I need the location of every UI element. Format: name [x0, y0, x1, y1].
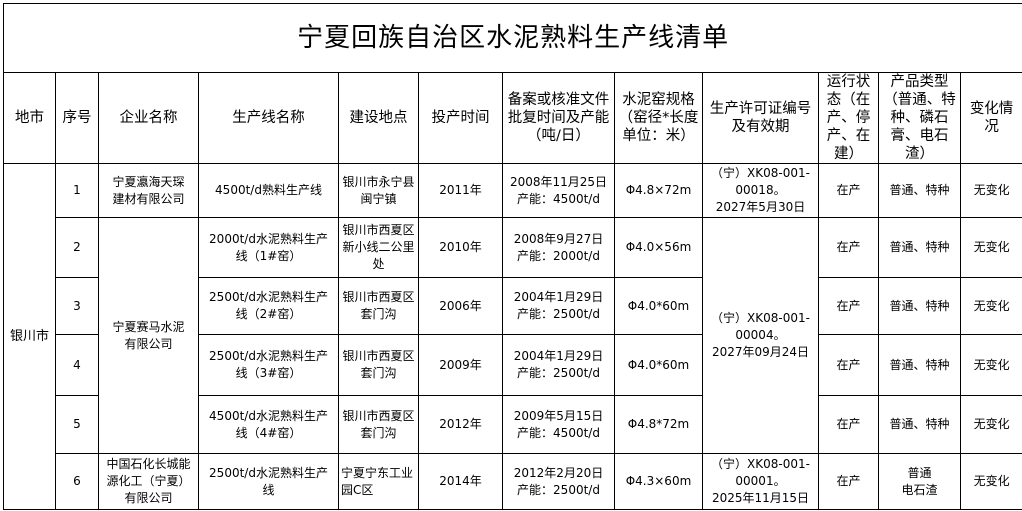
approval-cell: 2008年9月27日 产能：2000t/d [502, 217, 615, 278]
product-cell: 普通、特种 [878, 217, 961, 278]
header-cell: 地市 [3, 72, 56, 164]
year-cell: 2010年 [418, 217, 503, 278]
kiln-cell: Φ4.0×56m [614, 217, 703, 278]
kiln-cell: Φ4.0*60m [614, 277, 703, 335]
license-cell: （宁）XK08-001- 00001。 2025年11月15日 [702, 453, 819, 510]
line-cell: 2500t/d水泥熟料生产 线（2#窑） [198, 277, 339, 335]
year-cell: 2006年 [418, 277, 503, 335]
company-cell: 中国石化长城能 源化工（宁夏） 有限公司 [98, 453, 199, 510]
site-cell: 银川市永宁县 闽宁镇 [338, 163, 419, 218]
change-cell: 无变化 [959, 163, 1022, 218]
line-cell: 4500t/d熟料生产线 [198, 163, 339, 218]
line-cell: 4500t/d水泥熟料生产 线（4#窑） [198, 395, 339, 454]
change-cell: 无变化 [959, 334, 1022, 396]
approval-cell: 2009年5月15日 产能：4500t/d [502, 395, 615, 454]
status-cell: 在产 [818, 334, 879, 396]
approval-cell: 2004年1月29日 产能：2500t/d [502, 277, 615, 335]
product-cell: 普通 电石渣 [878, 453, 961, 510]
change-cell: 无变化 [959, 453, 1022, 510]
site-cell: 银川市西夏区 套门沟 [338, 277, 419, 335]
header-cell: 水泥窑规格 （窑径*长度单位：米） [614, 72, 703, 164]
header-cell: 变化情况 [959, 72, 1022, 164]
change-cell: 无变化 [959, 217, 1022, 278]
table-row: 2 宁夏赛马水泥 有限公司 2000t/d水泥熟料生产 线（1#窑） 银川市西夏… [4, 217, 1022, 454]
site-cell: 银川市西夏区 套门沟 [338, 395, 419, 454]
company-cell: 宁夏赛马水泥 有限公司 [98, 217, 199, 454]
product-cell: 普通、特种 [878, 277, 961, 335]
site-cell: 银川市西夏区 套门沟 [338, 334, 419, 396]
license-cell: （宁）XK08-001- 00018。 2027年5月30日 [702, 163, 819, 218]
city-cell: 银川市 [3, 163, 56, 510]
change-cell: 无变化 [959, 395, 1022, 454]
table-row: 银川市 1 宁夏瀛海天琛 建材有限公司 4500t/d熟料生产线 银川市永宁县 … [3, 163, 1022, 510]
status-cell: 在产 [818, 395, 879, 454]
header-cell: 备案或核准文件批复时间及产能 （吨/日） [502, 72, 615, 164]
table-row: 4 2500t/d水泥熟料生产 线（3#窑） 银川市西夏区 套门沟 2009年 … [4, 334, 1022, 396]
status-cell: 在产 [818, 217, 879, 278]
kiln-cell: Φ4.0*60m [614, 334, 703, 396]
header-cell: 运行状态（在产、停产、在建） [818, 72, 879, 164]
header-cell: 生产线名称 [198, 72, 339, 164]
line-cell: 2000t/d水泥熟料生产 线（1#窑） [198, 217, 339, 278]
site-cell: 银川市西夏区 新小线二公里 处 [338, 217, 419, 278]
year-cell: 2009年 [418, 334, 503, 396]
change-cell: 无变化 [959, 277, 1022, 335]
product-cell: 普通、特种 [878, 163, 961, 218]
no-cell: 2 [55, 217, 99, 278]
table-row: 5 4500t/d水泥熟料生产 线（4#窑） 银川市西夏区 套门沟 2012年 … [4, 395, 1022, 454]
product-cell: 普通、特种 [878, 395, 961, 454]
kiln-cell: Φ4.8×72m [614, 163, 703, 218]
header-cell: 企业名称 [98, 72, 199, 164]
year-cell: 2014年 [418, 453, 503, 510]
kiln-cell: Φ4.8*72m [614, 395, 703, 454]
company-cell: 宁夏瀛海天琛 建材有限公司 [98, 163, 199, 218]
line-cell: 2500t/d水泥熟料生产 线（3#窑） [198, 334, 339, 396]
no-cell: 1 [55, 163, 99, 218]
license-cell: （宁）XK08-001- 00004。 2027年09月24日 [702, 217, 819, 454]
table-row: 3 2500t/d水泥熟料生产 线（2#窑） 银川市西夏区 套门沟 2006年 … [4, 277, 1022, 335]
year-cell: 2012年 [418, 395, 503, 454]
no-cell: 3 [55, 277, 99, 335]
approval-cell: 2012年2月20日 产能：2500t/d [502, 453, 615, 510]
table-row: 6 中国石化长城能 源化工（宁夏） 有限公司 2500t/d水泥熟料生产 线 宁… [4, 453, 1022, 510]
header-row: 地市 序号 企业名称 生产线名称 建设地点 投产时间 备案或核准文件批复时间及产… [3, 72, 1022, 164]
page-title: 宁夏回族自治区水泥熟料生产线清单 [2, 3, 1022, 73]
header-cell: 投产时间 [418, 72, 503, 164]
status-cell: 在产 [818, 453, 879, 510]
approval-cell: 2004年1月29日 产能：2500t/d [502, 334, 615, 396]
year-cell: 2011年 [418, 163, 503, 218]
header-cell: 建设地点 [338, 72, 419, 164]
cement-line-table: 宁夏回族自治区水泥熟料生产线清单 地市 序号 企业名称 生产线名称 建设地点 投… [2, 3, 1022, 510]
header-cell: 生产许可证编号及有效期 [702, 72, 819, 164]
status-cell: 在产 [818, 277, 879, 335]
product-cell: 普通、特种 [878, 334, 961, 396]
kiln-cell: Φ4.3×60m [614, 453, 703, 510]
site-cell: 宁夏宁东工业 园C区 [338, 453, 419, 510]
no-cell: 5 [55, 395, 99, 454]
approval-cell: 2008年11月25日 产能：4500t/d [502, 163, 615, 218]
header-cell: 序号 [55, 72, 99, 164]
no-cell: 4 [55, 334, 99, 396]
status-cell: 在产 [818, 163, 879, 218]
line-cell: 2500t/d水泥熟料生产 线 [198, 453, 339, 510]
no-cell: 6 [55, 453, 99, 510]
header-cell: 产品类型（普通、特种、磷石膏、电石渣） [878, 72, 961, 164]
